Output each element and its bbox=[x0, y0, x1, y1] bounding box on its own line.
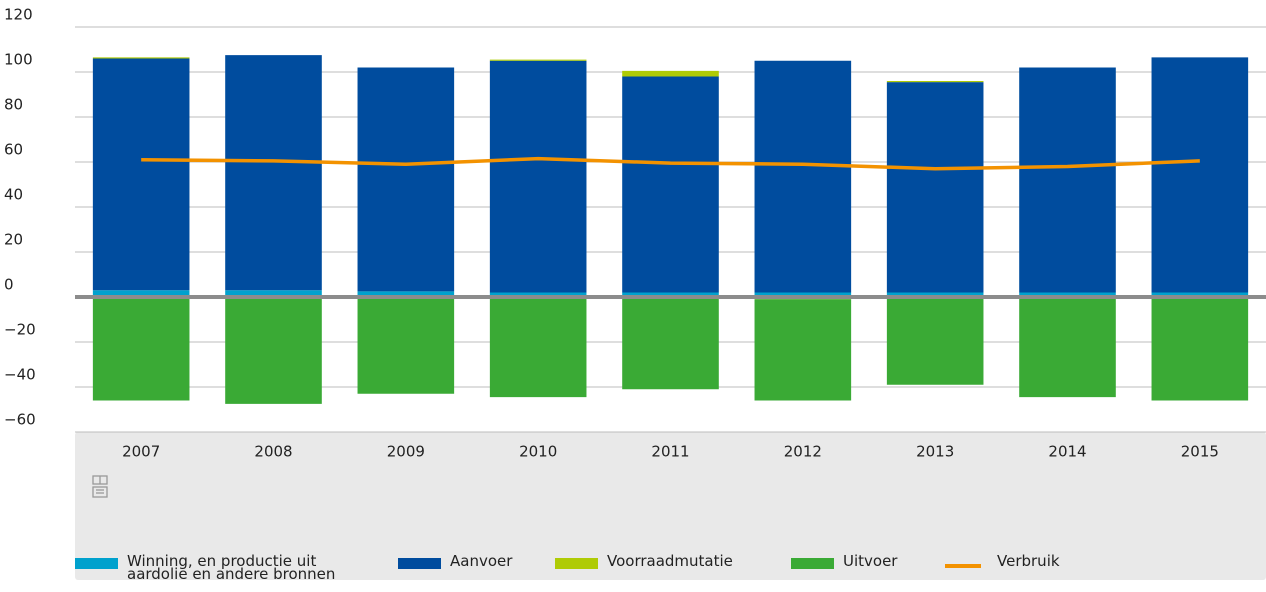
bar-segment bbox=[886, 292, 984, 297]
bar-segment bbox=[225, 297, 322, 404]
bar-segment bbox=[754, 292, 852, 297]
y-tick-label: 120 bbox=[4, 6, 33, 24]
bar-segment bbox=[92, 297, 190, 401]
x-tick-label: 2013 bbox=[916, 443, 954, 461]
line-series bbox=[141, 156, 1200, 171]
bar-segment bbox=[886, 81, 984, 83]
x-tick-label: 2012 bbox=[784, 443, 822, 461]
bar-segment bbox=[92, 58, 190, 291]
bar-segment bbox=[886, 297, 984, 385]
x-axis-panel bbox=[75, 432, 1266, 580]
bar-segment bbox=[92, 57, 190, 59]
bar-segment bbox=[622, 76, 719, 293]
bar-segment bbox=[754, 60, 852, 293]
bar-segment bbox=[1019, 67, 1116, 293]
bar-segment bbox=[225, 55, 322, 291]
bar-segment bbox=[92, 290, 190, 297]
bar-segment bbox=[1019, 292, 1116, 297]
bars bbox=[92, 55, 1249, 404]
x-tick-label: 2007 bbox=[122, 443, 160, 461]
labels: −60 −40 −20 0 20 40 60 80 100 120 2007 2008 2009 2010… bbox=[4, 6, 1219, 461]
bar-segment bbox=[1019, 297, 1116, 398]
bar-segment bbox=[622, 70, 719, 77]
y-tick-label: 60 bbox=[4, 141, 23, 159]
bar-segment bbox=[754, 299, 852, 401]
y-tick-label: 0 bbox=[4, 276, 14, 294]
bar-segment bbox=[357, 297, 455, 394]
y-tick-label: 80 bbox=[4, 96, 23, 114]
y-tick-label: 40 bbox=[4, 186, 23, 204]
bar-segment bbox=[489, 297, 587, 398]
x-tick-label: 2008 bbox=[254, 443, 292, 461]
bar-segment bbox=[622, 292, 719, 297]
x-tick-label: 2015 bbox=[1181, 443, 1219, 461]
bar-segment bbox=[886, 82, 984, 293]
bar-segment bbox=[489, 292, 587, 297]
bar-segment bbox=[357, 291, 455, 297]
x-tick-label: 2014 bbox=[1048, 443, 1086, 461]
bar-segment bbox=[489, 60, 587, 293]
y-tick-label: −60 bbox=[4, 411, 36, 429]
bar-segment bbox=[1151, 292, 1249, 297]
bar-segment bbox=[622, 297, 719, 390]
y-tick-label: 100 bbox=[4, 51, 33, 69]
x-tick-label: 2010 bbox=[519, 443, 557, 461]
bar-segment bbox=[225, 290, 322, 297]
bar-segment bbox=[1151, 298, 1249, 401]
lines bbox=[141, 156, 1200, 171]
bar-segment bbox=[357, 67, 455, 292]
bar-segment bbox=[489, 59, 587, 61]
x-tick-label: 2011 bbox=[651, 443, 689, 461]
bar-segment bbox=[1151, 57, 1249, 293]
x-tick-label: 2009 bbox=[387, 443, 425, 461]
y-tick-label: −40 bbox=[4, 366, 36, 384]
y-tick-label: −20 bbox=[4, 321, 36, 339]
logo bbox=[92, 475, 108, 498]
y-tick-label: 20 bbox=[4, 231, 23, 249]
